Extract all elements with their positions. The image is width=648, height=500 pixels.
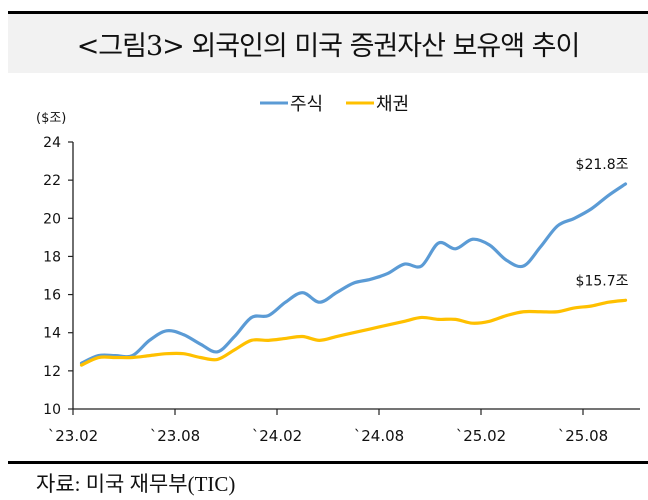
x-tick-label: `25.02	[456, 427, 506, 445]
legend-label: 채권	[376, 94, 409, 115]
chart-title: <그림3> 외국인의 미국 증권자산 보유액 추이	[76, 31, 581, 62]
line-chart: 10 12 14 16 18 20 22 24 `23.02 `23.08 `24.02 `24.08…	[36, 94, 640, 445]
source-note: 자료: 미국 재무부(TIC)	[36, 472, 236, 496]
end-value-label: $21.8조	[576, 157, 629, 173]
title-top-rule	[8, 11, 648, 14]
y-tick-label: 14	[43, 326, 61, 342]
end-value-label: $15.7조	[576, 273, 629, 289]
legend-item-bonds: 채권	[346, 94, 409, 115]
legend-label: 주식	[290, 94, 323, 115]
source-top-rule	[8, 461, 648, 464]
x-tick-label: `23.08	[150, 427, 200, 445]
y-tick-label: 22	[43, 173, 61, 189]
y-tick-label: 12	[43, 364, 61, 380]
y-tick-label: 20	[43, 211, 61, 227]
y-tick-label: 24	[43, 135, 61, 151]
title-bar: <그림3> 외국인의 미국 증권자산 보유액 추이	[8, 14, 648, 73]
x-tick-label: `23.02	[48, 427, 98, 445]
x-tick-label: `25.08	[558, 427, 608, 445]
y-axis-unit-label: ($조)	[36, 111, 66, 126]
x-tick-label: `24.02	[252, 427, 302, 445]
y-tick-label: 16	[43, 288, 61, 304]
series-line	[79, 182, 628, 365]
x-tick-label: `24.08	[354, 427, 404, 445]
series-stocks: $21.8조	[79, 157, 629, 365]
series-bonds: $15.7조	[79, 273, 629, 367]
y-tick-label: 18	[43, 249, 61, 265]
y-tick-label: 10	[43, 402, 61, 418]
legend-item-stocks: 주식	[260, 94, 323, 115]
